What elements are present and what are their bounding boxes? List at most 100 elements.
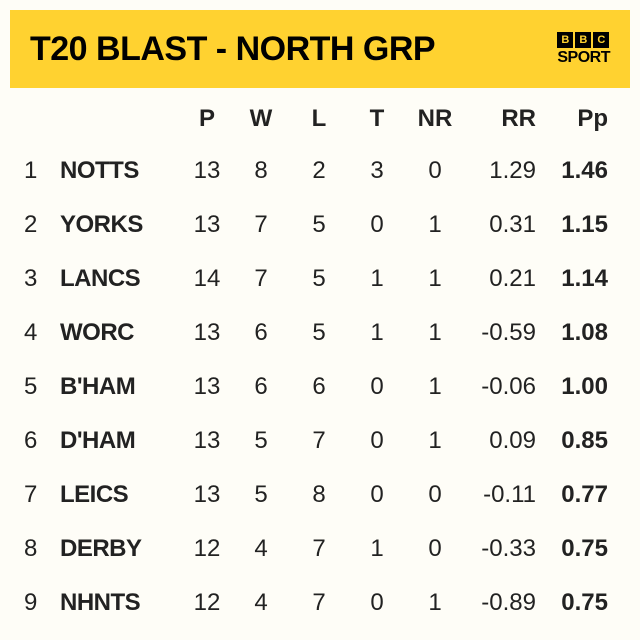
played-cell: 14 <box>182 265 232 293</box>
col-header-p: P <box>182 105 232 133</box>
points-cell: 1.15 <box>542 211 608 239</box>
team-cell: D'HAM <box>60 427 182 455</box>
runrate-cell: 0.31 <box>464 211 542 239</box>
points-cell: 0.75 <box>542 535 608 563</box>
played-cell: 13 <box>182 427 232 455</box>
col-header-l: L <box>290 105 348 133</box>
noresult-cell: 0 <box>406 157 464 185</box>
noresult-cell: 1 <box>406 427 464 455</box>
won-cell: 4 <box>232 535 290 563</box>
runrate-cell: 1.29 <box>464 157 542 185</box>
team-cell: LANCS <box>60 265 182 293</box>
table-row: 4WORC136511-0.591.08 <box>24 306 616 360</box>
runrate-cell: 0.09 <box>464 427 542 455</box>
points-cell: 1.00 <box>542 373 608 401</box>
runrate-cell: -0.06 <box>464 373 542 401</box>
rank-cell: 7 <box>24 481 60 509</box>
team-cell: WORC <box>60 319 182 347</box>
lost-cell: 5 <box>290 211 348 239</box>
col-header-t: T <box>348 105 406 133</box>
bbc-blocks: B B C <box>557 32 609 48</box>
noresult-cell: 1 <box>406 265 464 293</box>
noresult-cell: 0 <box>406 481 464 509</box>
won-cell: 7 <box>232 265 290 293</box>
lost-cell: 8 <box>290 481 348 509</box>
played-cell: 13 <box>182 319 232 347</box>
lost-cell: 7 <box>290 589 348 617</box>
played-cell: 13 <box>182 211 232 239</box>
standings-table: P W L T NR RR Pp 1NOTTS1382301.291.462YO… <box>10 88 630 630</box>
noresult-cell: 1 <box>406 211 464 239</box>
won-cell: 7 <box>232 211 290 239</box>
rank-cell: 4 <box>24 319 60 347</box>
page-title: T20 BLAST - NORTH GRP <box>30 30 435 69</box>
lost-cell: 7 <box>290 427 348 455</box>
played-cell: 13 <box>182 157 232 185</box>
rank-cell: 1 <box>24 157 60 185</box>
tied-cell: 0 <box>348 373 406 401</box>
points-cell: 0.85 <box>542 427 608 455</box>
table-row: 1NOTTS1382301.291.46 <box>24 144 616 198</box>
team-cell: NOTTS <box>60 157 182 185</box>
lost-cell: 7 <box>290 535 348 563</box>
team-cell: YORKS <box>60 211 182 239</box>
team-cell: LEICS <box>60 481 182 509</box>
sport-wordmark: SPORT <box>557 50 610 66</box>
table-row: 3LANCS1475110.211.14 <box>24 252 616 306</box>
points-cell: 1.46 <box>542 157 608 185</box>
team-cell: NHNTS <box>60 589 182 617</box>
points-cell: 0.77 <box>542 481 608 509</box>
header-bar: T20 BLAST - NORTH GRP B B C SPORT <box>10 10 630 88</box>
bbc-block-c: C <box>593 32 609 48</box>
points-cell: 1.08 <box>542 319 608 347</box>
noresult-cell: 1 <box>406 319 464 347</box>
played-cell: 13 <box>182 373 232 401</box>
table-row: 5B'HAM136601-0.061.00 <box>24 360 616 414</box>
tied-cell: 1 <box>348 265 406 293</box>
tied-cell: 1 <box>348 319 406 347</box>
won-cell: 8 <box>232 157 290 185</box>
tied-cell: 0 <box>348 481 406 509</box>
tied-cell: 3 <box>348 157 406 185</box>
noresult-cell: 0 <box>406 535 464 563</box>
table-header-row: P W L T NR RR Pp <box>24 94 616 144</box>
won-cell: 5 <box>232 427 290 455</box>
runrate-cell: -0.33 <box>464 535 542 563</box>
tied-cell: 0 <box>348 589 406 617</box>
col-header-rr: RR <box>464 105 542 133</box>
played-cell: 12 <box>182 535 232 563</box>
table-row: 7LEICS135800-0.110.77 <box>24 468 616 522</box>
won-cell: 4 <box>232 589 290 617</box>
lost-cell: 5 <box>290 265 348 293</box>
points-cell: 0.75 <box>542 589 608 617</box>
col-header-w: W <box>232 105 290 133</box>
points-cell: 1.14 <box>542 265 608 293</box>
runrate-cell: -0.59 <box>464 319 542 347</box>
runrate-cell: -0.11 <box>464 481 542 509</box>
bbc-block-b2: B <box>575 32 591 48</box>
rank-cell: 3 <box>24 265 60 293</box>
bbc-block-b1: B <box>557 32 573 48</box>
col-header-pp: Pp <box>542 105 608 133</box>
won-cell: 6 <box>232 373 290 401</box>
runrate-cell: 0.21 <box>464 265 542 293</box>
rank-cell: 2 <box>24 211 60 239</box>
rank-cell: 8 <box>24 535 60 563</box>
lost-cell: 5 <box>290 319 348 347</box>
rank-cell: 9 <box>24 589 60 617</box>
played-cell: 12 <box>182 589 232 617</box>
tied-cell: 0 <box>348 211 406 239</box>
rank-cell: 6 <box>24 427 60 455</box>
noresult-cell: 1 <box>406 589 464 617</box>
team-cell: DERBY <box>60 535 182 563</box>
table-row: 8DERBY124710-0.330.75 <box>24 522 616 576</box>
team-cell: B'HAM <box>60 373 182 401</box>
table-row: 6D'HAM1357010.090.85 <box>24 414 616 468</box>
rank-cell: 5 <box>24 373 60 401</box>
lost-cell: 2 <box>290 157 348 185</box>
runrate-cell: -0.89 <box>464 589 542 617</box>
tied-cell: 1 <box>348 535 406 563</box>
played-cell: 13 <box>182 481 232 509</box>
col-header-nr: NR <box>406 105 464 133</box>
won-cell: 6 <box>232 319 290 347</box>
